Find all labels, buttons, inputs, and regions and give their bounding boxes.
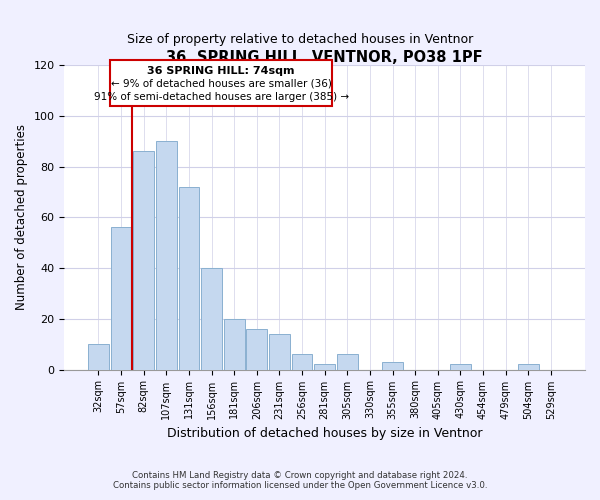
Text: Size of property relative to detached houses in Ventnor: Size of property relative to detached ho… xyxy=(127,32,473,46)
Bar xyxy=(337,354,358,370)
Bar xyxy=(110,228,131,370)
FancyBboxPatch shape xyxy=(110,60,332,106)
Text: 91% of semi-detached houses are larger (385) →: 91% of semi-detached houses are larger (… xyxy=(94,92,349,102)
Bar xyxy=(88,344,109,370)
Bar xyxy=(382,362,403,370)
Bar xyxy=(269,334,290,370)
Bar xyxy=(201,268,222,370)
X-axis label: Distribution of detached houses by size in Ventnor: Distribution of detached houses by size … xyxy=(167,427,482,440)
Bar xyxy=(156,141,177,370)
Title: 36, SPRING HILL, VENTNOR, PO38 1PF: 36, SPRING HILL, VENTNOR, PO38 1PF xyxy=(166,50,483,65)
Bar xyxy=(224,319,245,370)
Y-axis label: Number of detached properties: Number of detached properties xyxy=(15,124,28,310)
Bar xyxy=(179,187,199,370)
Bar xyxy=(292,354,313,370)
Text: Contains HM Land Registry data © Crown copyright and database right 2024.
Contai: Contains HM Land Registry data © Crown c… xyxy=(113,470,487,490)
Text: 36 SPRING HILL: 74sqm: 36 SPRING HILL: 74sqm xyxy=(148,66,295,76)
Bar xyxy=(133,152,154,370)
Bar xyxy=(314,364,335,370)
Bar xyxy=(247,329,267,370)
Bar xyxy=(450,364,471,370)
Text: ← 9% of detached houses are smaller (36): ← 9% of detached houses are smaller (36) xyxy=(110,79,332,89)
Bar xyxy=(518,364,539,370)
